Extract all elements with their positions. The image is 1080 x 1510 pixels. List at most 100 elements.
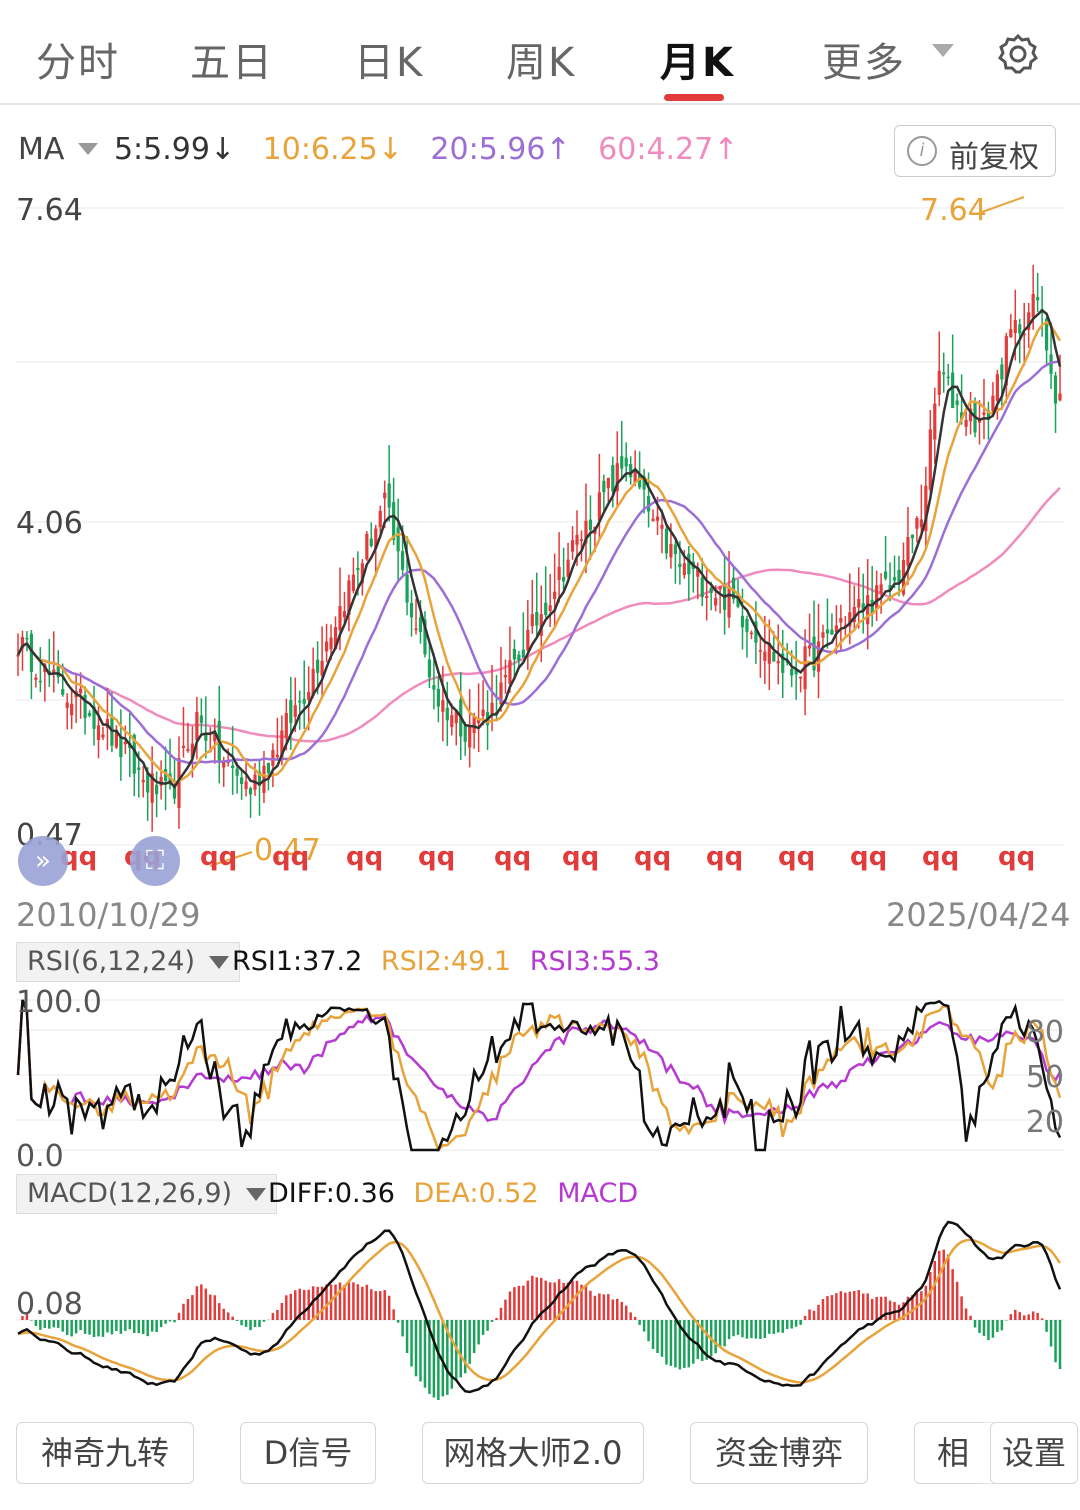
- candle-body: [579, 539, 584, 542]
- candle-body: [986, 410, 991, 420]
- candle-body: [749, 632, 754, 635]
- expand-left-button[interactable]: »: [18, 836, 68, 886]
- candle-body: [257, 771, 262, 786]
- rsi2-value: RSI2:49.1: [380, 946, 512, 977]
- candle-body: [548, 605, 552, 611]
- macd-axis-label: 0.08: [16, 1287, 83, 1322]
- candle-body: [642, 476, 646, 490]
- candle-body: [436, 688, 440, 707]
- fund-game-button[interactable]: 资金博弈: [690, 1422, 868, 1484]
- fullscreen-button[interactable]: ⛶: [130, 836, 180, 886]
- candle-body: [624, 457, 628, 467]
- candle-body: [271, 749, 275, 766]
- candle-body: [919, 519, 923, 528]
- candle-body: [1018, 324, 1022, 334]
- tab-weekly-k[interactable]: 周K: [506, 40, 577, 86]
- rsi-selector[interactable]: RSI(6,12,24): [16, 942, 240, 982]
- candle-body: [834, 625, 838, 633]
- ma-label[interactable]: MA: [18, 132, 65, 167]
- candle-body: [101, 734, 105, 738]
- d-signal-button[interactable]: D信号: [240, 1422, 376, 1484]
- candle-body: [155, 784, 159, 795]
- candle-body: [570, 540, 575, 552]
- candle-body: [190, 743, 195, 759]
- candle-body: [150, 773, 154, 803]
- candle-body: [132, 734, 136, 774]
- chevron-down-icon: [209, 956, 229, 969]
- candle-body: [682, 563, 686, 576]
- candle-body: [521, 649, 525, 658]
- candle-body: [696, 567, 700, 577]
- candle-body: [530, 614, 534, 627]
- ma5-value: 5:5.99↓: [113, 132, 236, 167]
- high-marker-line: [981, 196, 1025, 213]
- candle-body: [114, 729, 118, 748]
- rsi3-line: [16, 999, 1062, 1126]
- candle-body: [597, 492, 601, 521]
- gear-icon[interactable]: [996, 32, 1040, 76]
- macd-values: DIFF:0.36 DEA:0.52 MACD: [268, 1178, 648, 1209]
- tab-daily-k[interactable]: 日K: [354, 40, 425, 86]
- candle-body: [638, 474, 642, 488]
- candle-body: [275, 754, 279, 758]
- candle-body: [754, 621, 758, 643]
- candle-body: [633, 471, 637, 483]
- candle-body: [472, 716, 476, 734]
- macd-selector[interactable]: MACD(12,26,9): [16, 1174, 278, 1214]
- tab-monthly-k[interactable]: 月K: [660, 40, 735, 86]
- candle-body: [146, 772, 150, 793]
- candle-body: [360, 563, 364, 584]
- candle-body: [508, 660, 512, 684]
- candle-body: [705, 595, 709, 598]
- low-marker-label: 0.47: [254, 833, 321, 868]
- ma-caret-icon[interactable]: [78, 143, 99, 155]
- candle-body: [714, 598, 718, 606]
- candle-body: [240, 777, 244, 784]
- candle-body: [423, 619, 427, 655]
- ma20-value: 20:5.96↑: [430, 132, 571, 167]
- candle-body: [606, 477, 610, 489]
- rsi-chart[interactable]: 100.0 0.0 80 50 20: [0, 985, 1080, 1170]
- signal-marker: qq: [706, 842, 743, 872]
- macd-chart[interactable]: 0.08: [0, 1215, 1080, 1400]
- candle-body: [499, 682, 503, 705]
- chevron-down-icon[interactable]: [932, 44, 954, 57]
- macd-value: MACD: [557, 1178, 639, 1209]
- candle-body: [799, 676, 803, 679]
- candle-body: [807, 645, 812, 649]
- candle-body: [25, 637, 29, 640]
- tab-five-day[interactable]: 五日: [190, 40, 274, 86]
- candle-body: [450, 715, 454, 728]
- candle-body: [646, 496, 651, 512]
- candle-body: [16, 654, 20, 657]
- rsi1-value: RSI1:37.2: [232, 946, 363, 977]
- candle-body: [852, 606, 856, 623]
- candle-body: [244, 781, 248, 790]
- period-tabs: 分时 五日 日K 周K 月K 更多: [0, 0, 1080, 105]
- candle-body: [1013, 320, 1017, 334]
- info-icon: i: [907, 136, 937, 166]
- candle-body: [781, 653, 785, 673]
- rsi3-value: RSI3:55.3: [529, 946, 660, 977]
- tab-intraday[interactable]: 分时: [36, 40, 120, 86]
- signal-marker: qq: [922, 842, 959, 872]
- tab-more[interactable]: 更多: [822, 40, 906, 86]
- candle-body: [584, 520, 588, 544]
- candle-body: [758, 650, 762, 652]
- candle-body: [776, 660, 780, 664]
- candle-body: [839, 618, 843, 623]
- settings-button[interactable]: 设置: [990, 1422, 1078, 1484]
- ma60-value: 60:4.27↑: [598, 132, 739, 167]
- candle-body: [289, 700, 293, 724]
- candle-body: [34, 677, 38, 680]
- candle-body: [526, 629, 530, 651]
- candle-body: [87, 712, 92, 716]
- grid-master-button[interactable]: 网格大师2.0: [422, 1422, 644, 1484]
- price-adjust-label: 前复权: [949, 140, 1039, 175]
- magic-nine-button[interactable]: 神奇九转: [16, 1422, 194, 1484]
- price-adjust-button[interactable]: i 前复权: [894, 125, 1056, 177]
- candle-body: [588, 519, 593, 531]
- candle-body: [861, 603, 865, 612]
- candle-body: [79, 688, 83, 694]
